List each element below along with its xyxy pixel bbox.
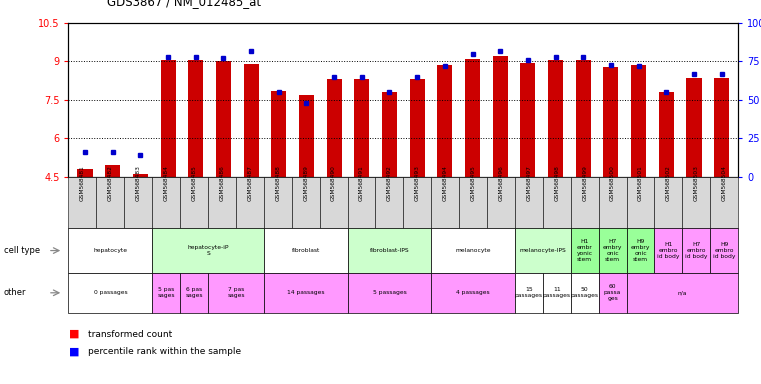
Bar [299, 95, 314, 177]
Text: 15
passages: 15 passages [515, 287, 543, 298]
Text: GSM568492: GSM568492 [387, 165, 392, 200]
Text: GSM568491: GSM568491 [359, 165, 364, 200]
Text: GSM568482: GSM568482 [108, 165, 113, 200]
Text: GSM568500: GSM568500 [610, 165, 615, 200]
Bar [161, 60, 176, 177]
Bar [354, 79, 369, 177]
Text: 50
passages: 50 passages [571, 287, 599, 298]
Text: hepatocyte: hepatocyte [94, 248, 127, 253]
Text: H7
embro
id body: H7 embro id body [685, 242, 708, 259]
Text: GSM568502: GSM568502 [666, 165, 671, 200]
Bar [271, 91, 286, 177]
Bar [465, 59, 480, 177]
Text: GSM568485: GSM568485 [192, 165, 196, 200]
Text: GDS3867 / NM_012485_at: GDS3867 / NM_012485_at [107, 0, 261, 8]
Text: 7 pas
sages: 7 pas sages [228, 287, 244, 298]
Text: GSM568504: GSM568504 [721, 165, 727, 200]
Text: 60
passa
ges: 60 passa ges [604, 285, 621, 301]
Bar [188, 60, 203, 177]
Bar [78, 169, 93, 177]
Text: transformed count: transformed count [88, 329, 172, 339]
Bar [631, 65, 646, 177]
Bar [603, 66, 619, 177]
Bar [438, 65, 453, 177]
Bar [548, 60, 563, 177]
Bar [216, 61, 231, 177]
Bar [521, 63, 536, 177]
Text: GSM568495: GSM568495 [470, 165, 476, 200]
Text: GSM568496: GSM568496 [498, 165, 504, 200]
Text: other: other [4, 288, 27, 297]
Text: 5 pas
sages: 5 pas sages [158, 287, 175, 298]
Text: 5 passages: 5 passages [372, 290, 406, 295]
Text: H9
embry
onic
stem: H9 embry onic stem [631, 239, 650, 262]
Text: fibroblast-IPS: fibroblast-IPS [370, 248, 409, 253]
Bar [409, 79, 425, 177]
Text: 14 passages: 14 passages [287, 290, 324, 295]
Bar [658, 92, 673, 177]
Text: GSM568497: GSM568497 [527, 165, 531, 200]
Text: melanocyte-IPS: melanocyte-IPS [520, 248, 566, 253]
Bar [575, 60, 591, 177]
Text: GSM568484: GSM568484 [164, 165, 169, 200]
Text: 0 passages: 0 passages [94, 290, 127, 295]
Text: 6 pas
sages: 6 pas sages [186, 287, 202, 298]
Text: n/a: n/a [678, 290, 687, 295]
Bar [244, 64, 259, 177]
Text: H1
embr
yonic
stem: H1 embr yonic stem [577, 239, 593, 262]
Text: H9
embro
id body: H9 embro id body [713, 242, 735, 259]
Text: GSM568503: GSM568503 [694, 165, 699, 200]
Text: GSM568501: GSM568501 [638, 165, 643, 200]
Text: GSM568487: GSM568487 [247, 165, 253, 200]
Text: 4 passages: 4 passages [457, 290, 490, 295]
Bar [105, 165, 120, 177]
Text: ■: ■ [68, 329, 79, 339]
Text: GSM568490: GSM568490 [331, 165, 336, 200]
Text: percentile rank within the sample: percentile rank within the sample [88, 347, 240, 356]
Text: GSM568481: GSM568481 [80, 165, 85, 200]
Text: GSM568499: GSM568499 [582, 165, 587, 200]
Bar [714, 78, 729, 177]
Text: GSM568486: GSM568486 [219, 165, 224, 200]
Text: H1
embro
id body: H1 embro id body [658, 242, 680, 259]
Bar [492, 56, 508, 177]
Text: GSM568488: GSM568488 [275, 165, 280, 200]
Text: melanocyte: melanocyte [455, 248, 491, 253]
Bar [133, 174, 148, 177]
Text: fibroblast: fibroblast [291, 248, 320, 253]
Bar [686, 78, 702, 177]
Text: GSM568489: GSM568489 [303, 165, 308, 200]
Text: GSM568483: GSM568483 [135, 165, 141, 200]
Text: cell type: cell type [4, 246, 40, 255]
Text: ■: ■ [68, 346, 79, 356]
Text: H7
embry
onic
stem: H7 embry onic stem [603, 239, 622, 262]
Text: hepatocyte-iP
S: hepatocyte-iP S [187, 245, 229, 256]
Text: GSM568493: GSM568493 [415, 165, 420, 200]
Bar [382, 92, 397, 177]
Bar [326, 79, 342, 177]
Text: GSM568494: GSM568494 [443, 165, 447, 200]
Text: 11
passages: 11 passages [543, 287, 571, 298]
Text: GSM568498: GSM568498 [554, 165, 559, 200]
